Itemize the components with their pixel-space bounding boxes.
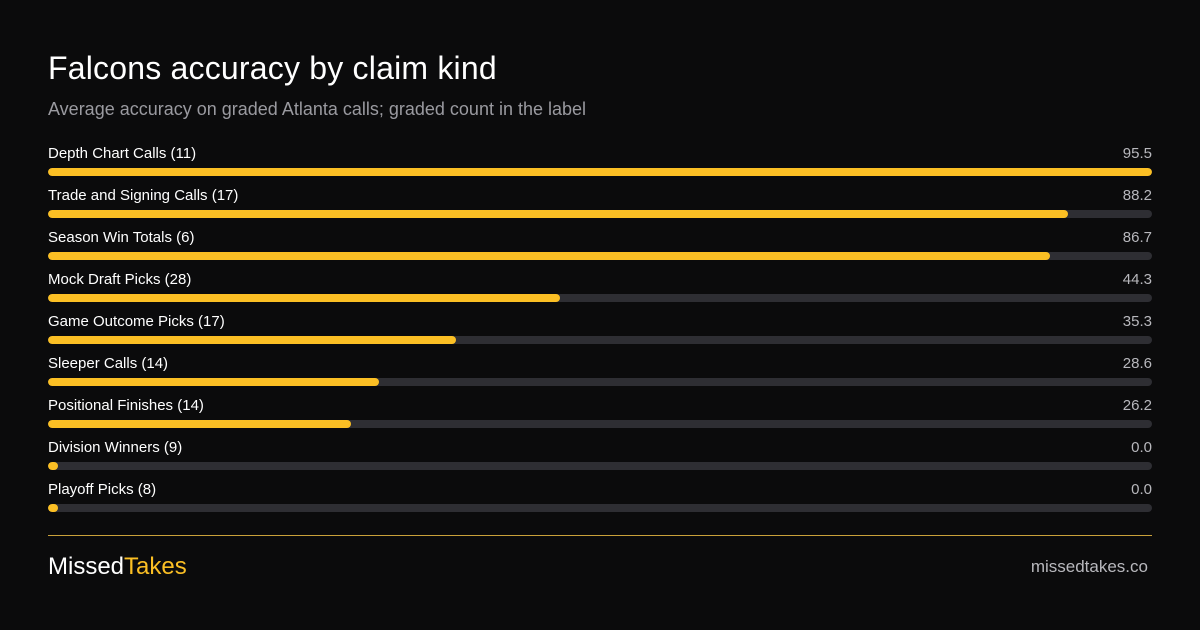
bar-row: Division Winners (9) 0.0 [48,437,1152,479]
bar-fill [48,168,1152,176]
bar-fill [48,420,351,428]
bar-fill [48,294,560,302]
bar-row: Playoff Picks (8) 0.0 [48,479,1152,521]
bar-label: Mock Draft Picks (28) [48,271,192,288]
bar-track [48,420,1152,428]
bar-label: Depth Chart Calls (11) [48,145,197,162]
bar-fill [48,378,379,386]
bar-fill [48,336,456,344]
bar-label: Trade and Signing Calls (17) [48,187,239,204]
bar-label: Positional Finishes (14) [48,397,204,414]
bar-label: Season Win Totals (6) [48,229,195,246]
brand-logo: MissedTakes [48,553,187,581]
bar-value-label: 35.3 [1122,313,1152,330]
brand-logo-part2: Takes [124,553,187,580]
bar-track [48,168,1152,176]
bar-label: Game Outcome Picks (17) [48,313,225,330]
chart-subtitle: Average accuracy on graded Atlanta calls… [48,99,587,119]
bar-row: Positional Finishes (14) 26.2 [48,395,1152,437]
bar-value-label: 0.0 [1131,439,1152,456]
site-url: missedtakes.co [1030,557,1148,576]
bar-fill [48,210,1068,218]
bar-track [48,252,1152,260]
bar-track [48,336,1152,344]
bar-track [48,294,1152,302]
bar-track [48,504,1152,512]
bar-chart: Depth Chart Calls (11) 95.5 Trade and Sign… [48,143,1152,521]
bar-track [48,378,1152,386]
bar-row: Sleeper Calls (14) 28.6 [48,353,1152,395]
bar-value-label: 86.7 [1122,229,1152,246]
bar-value-label: 88.2 [1122,187,1152,204]
bar-track [48,210,1152,218]
bar-value-label: 44.3 [1122,271,1152,288]
bar-label: Playoff Picks (8) [48,481,157,498]
brand-logo-part1: Missed [48,553,125,580]
bar-label: Sleeper Calls (14) [48,355,169,372]
footer-divider [48,535,1152,536]
bar-row: Season Win Totals (6) 86.7 [48,227,1152,269]
bar-fill [48,504,58,512]
bar-row: Trade and Signing Calls (17) 88.2 [48,185,1152,227]
bar-row: Depth Chart Calls (11) 95.5 [48,143,1152,185]
bar-fill [48,462,58,470]
bar-value-label: 26.2 [1122,397,1152,414]
chart-title: Falcons accuracy by claim kind [48,50,497,86]
bar-value-label: 28.6 [1122,355,1152,372]
bar-row: Mock Draft Picks (28) 44.3 [48,269,1152,311]
bar-fill [48,252,1050,260]
bar-row: Game Outcome Picks (17) 35.3 [48,311,1152,353]
bar-value-label: 95.5 [1122,145,1152,162]
bar-value-label: 0.0 [1131,481,1152,498]
bar-track [48,462,1152,470]
bar-label: Division Winners (9) [48,439,183,456]
